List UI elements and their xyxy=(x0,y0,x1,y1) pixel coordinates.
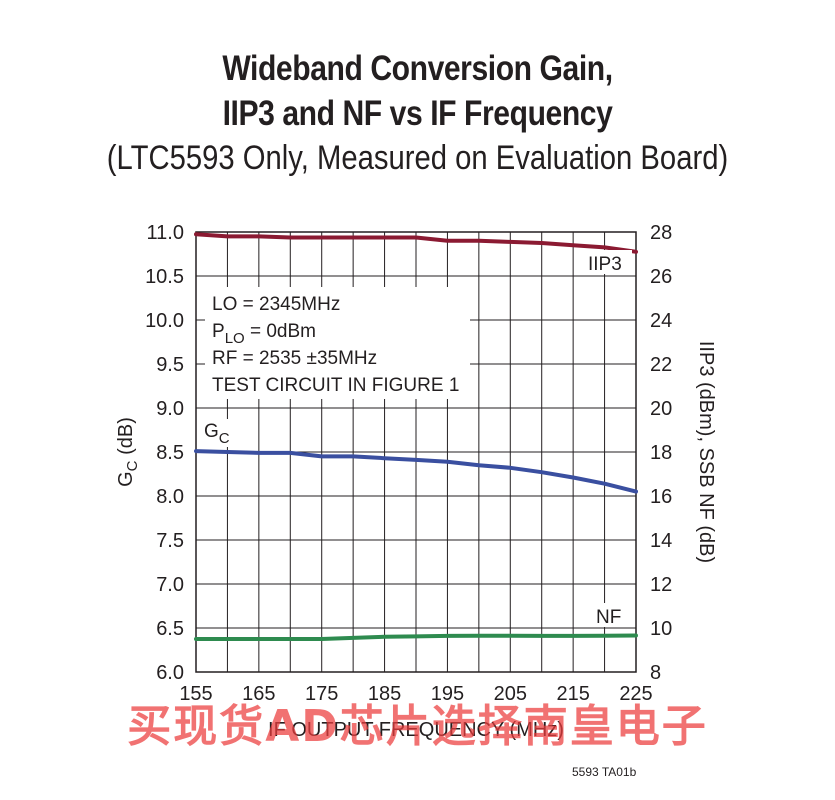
chart-subtitle: (LTC5593 Only, Measured on Evaluation Bo… xyxy=(106,139,729,177)
nf-label-bg xyxy=(592,603,628,627)
gc-series-label-main: G xyxy=(204,421,219,442)
y-tick-label-left: 11.0 xyxy=(147,222,184,244)
chart-title-line-2: IIP3 and NF vs IF Frequency xyxy=(222,94,613,133)
y-tick-label-right: 16 xyxy=(650,486,672,508)
annotation-plo-main: P xyxy=(212,321,225,342)
x-tick-label: 225 xyxy=(619,683,652,705)
gc-series-label: GC xyxy=(204,421,230,447)
series-line-iip3 xyxy=(194,232,638,254)
y-axis-left-label-sub: C xyxy=(124,460,141,471)
iip3-series-label: IIP3 xyxy=(588,254,622,275)
y-axis-left-label: GC (dB) xyxy=(115,417,141,487)
y-tick-label-left: 10.5 xyxy=(145,266,184,288)
x-tick-label: 165 xyxy=(242,683,275,705)
annotation-rf: RF = 2535 ±35MHz xyxy=(212,348,377,369)
x-tick-label: 195 xyxy=(431,683,464,705)
y-tick-label-left: 8.0 xyxy=(156,486,184,508)
y-tick-label-right: 26 xyxy=(650,266,672,288)
x-tick-label: 155 xyxy=(179,683,212,705)
y-tick-label-left: 9.0 xyxy=(156,398,184,420)
y-tick-label-right: 12 xyxy=(650,574,672,596)
y-tick-label-left: 9.5 xyxy=(156,354,184,376)
y-tick-label-right: 24 xyxy=(650,310,672,332)
y-tick-label-left: 7.0 xyxy=(156,574,184,596)
nf-series-label: NF xyxy=(596,607,621,628)
y-tick-label-left: 7.5 xyxy=(156,530,184,552)
x-tick-label: 205 xyxy=(494,683,527,705)
annotation-plo: PLO = 0dBm xyxy=(212,321,316,347)
y-axis-right-label: IIP3 (dBm), SSB NF (dB) xyxy=(695,341,717,563)
series-line-nf xyxy=(194,633,638,641)
x-tick-label: 175 xyxy=(305,683,338,705)
tick-labels: 155 165 175 185 195 205 215 225 11.0 28 10.5 26 10.0… xyxy=(145,222,672,705)
y-tick-label-right: 18 xyxy=(650,442,672,464)
y-tick-label-left: 10.0 xyxy=(145,310,184,332)
annotation-test-circuit: TEST CIRCUIT IN FIGURE 1 xyxy=(212,375,459,396)
series-lines xyxy=(194,232,638,641)
figure-id: 5593 TA01b xyxy=(572,765,637,779)
y-axis-left-label-unit: (dB) xyxy=(115,417,137,460)
y-tick-label-left: 6.0 xyxy=(156,662,184,684)
y-tick-label-right: 28 xyxy=(650,222,672,244)
annotation-box xyxy=(205,287,470,399)
x-tick-label: 185 xyxy=(368,683,401,705)
chart-title-block: Wideband Conversion Gain, IIP3 and NF vs… xyxy=(0,46,835,181)
annotation-plo-sub: LO xyxy=(225,330,245,347)
x-axis-label: IF OUTPUT FREQUENCY (MHz) xyxy=(268,719,564,741)
y-tick-label-left: 6.5 xyxy=(156,618,184,640)
y-tick-label-left: 8.5 xyxy=(156,442,184,464)
y-tick-label-right: 22 xyxy=(650,354,672,376)
y-tick-label-right: 10 xyxy=(650,618,672,640)
iip3-label-bg xyxy=(584,250,632,274)
series-line-gc xyxy=(194,449,638,494)
y-tick-label-right: 8 xyxy=(650,662,661,684)
annotation-plo-value: = 0dBm xyxy=(245,321,316,342)
annotation-lo: LO = 2345MHz xyxy=(212,294,340,315)
chart-title-line-1: Wideband Conversion Gain, xyxy=(222,49,613,88)
gc-label-bg xyxy=(200,419,234,447)
y-tick-label-right: 20 xyxy=(650,398,672,420)
x-tick-label: 215 xyxy=(556,683,589,705)
gc-series-label-sub: C xyxy=(219,430,230,447)
y-tick-label-right: 14 xyxy=(650,530,672,552)
y-axis-left-label-main: G xyxy=(115,471,137,487)
